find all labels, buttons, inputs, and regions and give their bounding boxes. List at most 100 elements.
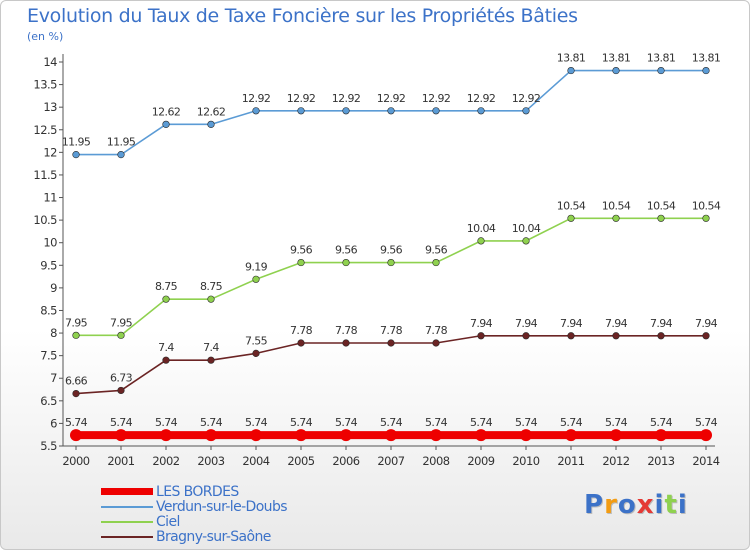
data-point [342, 258, 350, 267]
data-point [342, 339, 350, 347]
data-label: 7.94 [560, 317, 583, 330]
y-tick-label: 12 [43, 145, 57, 159]
x-tick-label: 2001 [107, 454, 134, 468]
data-label: 11.95 [62, 136, 91, 149]
y-tick-label: 6.5 [40, 394, 57, 408]
data-point [702, 332, 710, 340]
data-label: 5.74 [425, 416, 448, 429]
y-tick-label: 13.5 [33, 78, 57, 92]
x-tick-label: 2013 [647, 454, 674, 468]
data-point [340, 429, 352, 442]
y-tick-label: 12.5 [33, 123, 57, 137]
y-tick-label: 9 [50, 281, 57, 295]
data-point [430, 429, 442, 442]
legend-label: LES BORDES [156, 484, 239, 500]
y-tick-label: 9.5 [40, 258, 57, 272]
data-point [117, 331, 125, 339]
data-point [117, 386, 125, 395]
data-point [252, 349, 260, 357]
data-label: 7.4 [203, 341, 219, 354]
data-point [610, 429, 622, 442]
data-point [252, 107, 260, 115]
legend-swatch [101, 488, 153, 495]
logo-letter: r [604, 490, 618, 520]
legend-item: Bragny-sur-Saône [101, 529, 361, 545]
data-point [432, 339, 440, 347]
logo-letter: o [617, 490, 637, 520]
legend: LES BORDES Verdun-sur-le-Doubs Ciel Bragny-… [101, 484, 361, 545]
x-tick-label: 2003 [197, 454, 224, 468]
data-point [160, 429, 172, 442]
data-label: 9.56 [380, 244, 403, 257]
y-tick-label: 8.5 [40, 303, 57, 317]
data-label: 7.94 [605, 317, 628, 330]
y-tick-label: 7 [50, 371, 57, 385]
data-point [477, 107, 485, 115]
data-point [432, 107, 440, 115]
data-label: 7.55 [245, 334, 268, 347]
data-label: 6.66 [65, 375, 88, 388]
y-tick-label: 11.5 [33, 168, 57, 182]
data-point [522, 332, 530, 340]
data-label: 5.74 [110, 416, 133, 429]
data-point [567, 332, 575, 340]
data-point [297, 339, 305, 347]
data-label: 13.81 [692, 52, 721, 65]
data-point [207, 120, 215, 128]
data-label: 12.92 [512, 92, 541, 105]
y-tick-label: 13 [43, 100, 57, 114]
data-label: 7.95 [110, 316, 133, 329]
x-tick-label: 2000 [62, 454, 89, 468]
y-tick-label: 8 [50, 326, 57, 340]
data-point [657, 66, 665, 75]
data-point [565, 429, 577, 442]
data-point [522, 107, 530, 115]
data-label: 13.81 [602, 52, 631, 65]
data-label: 13.81 [647, 52, 676, 65]
data-label: 5.74 [65, 416, 88, 429]
data-label: 7.94 [515, 317, 538, 330]
data-point [162, 356, 170, 364]
data-point [72, 331, 80, 339]
data-label: 5.74 [695, 416, 718, 429]
logo-letter: t [664, 490, 678, 520]
y-tick-label: 14 [43, 55, 57, 69]
data-label: 11.95 [107, 136, 136, 149]
data-point [655, 429, 667, 442]
data-label: 10.04 [512, 222, 541, 235]
y-tick-label: 5.5 [40, 439, 57, 453]
data-point [567, 66, 575, 75]
data-label: 5.74 [605, 416, 628, 429]
data-label: 12.92 [242, 92, 271, 105]
y-axis-unit: (en %) [27, 30, 64, 43]
data-point [657, 332, 665, 340]
data-label: 12.92 [287, 92, 316, 105]
data-label: 5.74 [515, 416, 538, 429]
data-label: 6.73 [110, 371, 133, 384]
data-point [342, 107, 350, 115]
data-label: 5.74 [380, 416, 403, 429]
data-point [117, 151, 125, 159]
data-label: 5.74 [560, 416, 583, 429]
data-label: 5.74 [290, 416, 313, 429]
data-point [70, 429, 82, 442]
x-tick-label: 2002 [152, 454, 179, 468]
data-label: 12.92 [332, 92, 361, 105]
legend-swatch [101, 506, 153, 508]
data-point [207, 356, 215, 364]
data-label: 7.78 [425, 324, 448, 337]
x-tick-label: 2004 [242, 454, 269, 468]
data-label: 10.54 [647, 199, 676, 212]
y-tick-label: 6 [50, 416, 57, 430]
legend-swatch [101, 521, 153, 523]
data-point [477, 332, 485, 340]
data-point [162, 120, 170, 128]
data-point [700, 429, 712, 442]
x-tick-label: 2011 [557, 454, 584, 468]
data-point [612, 66, 620, 75]
data-point [387, 107, 395, 115]
data-point [297, 258, 305, 267]
data-point [432, 258, 440, 267]
